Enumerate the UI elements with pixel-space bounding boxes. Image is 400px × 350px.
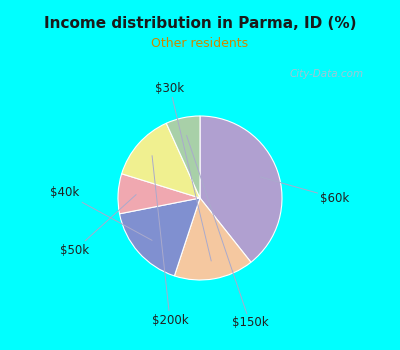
Text: $50k: $50k [60, 195, 136, 257]
Wedge shape [174, 198, 251, 280]
Text: $200k: $200k [152, 156, 188, 327]
Text: Other residents: Other residents [152, 37, 248, 50]
Text: Income distribution in Parma, ID (%): Income distribution in Parma, ID (%) [44, 16, 356, 31]
Text: $60k: $60k [260, 177, 350, 204]
Wedge shape [118, 174, 200, 214]
Text: $150k: $150k [186, 135, 268, 329]
Text: $30k: $30k [156, 82, 211, 261]
Wedge shape [122, 123, 200, 198]
Text: $40k: $40k [50, 187, 152, 240]
Wedge shape [200, 116, 282, 262]
Text: City-Data.com: City-Data.com [289, 69, 363, 79]
Wedge shape [166, 116, 200, 198]
Wedge shape [120, 198, 200, 276]
